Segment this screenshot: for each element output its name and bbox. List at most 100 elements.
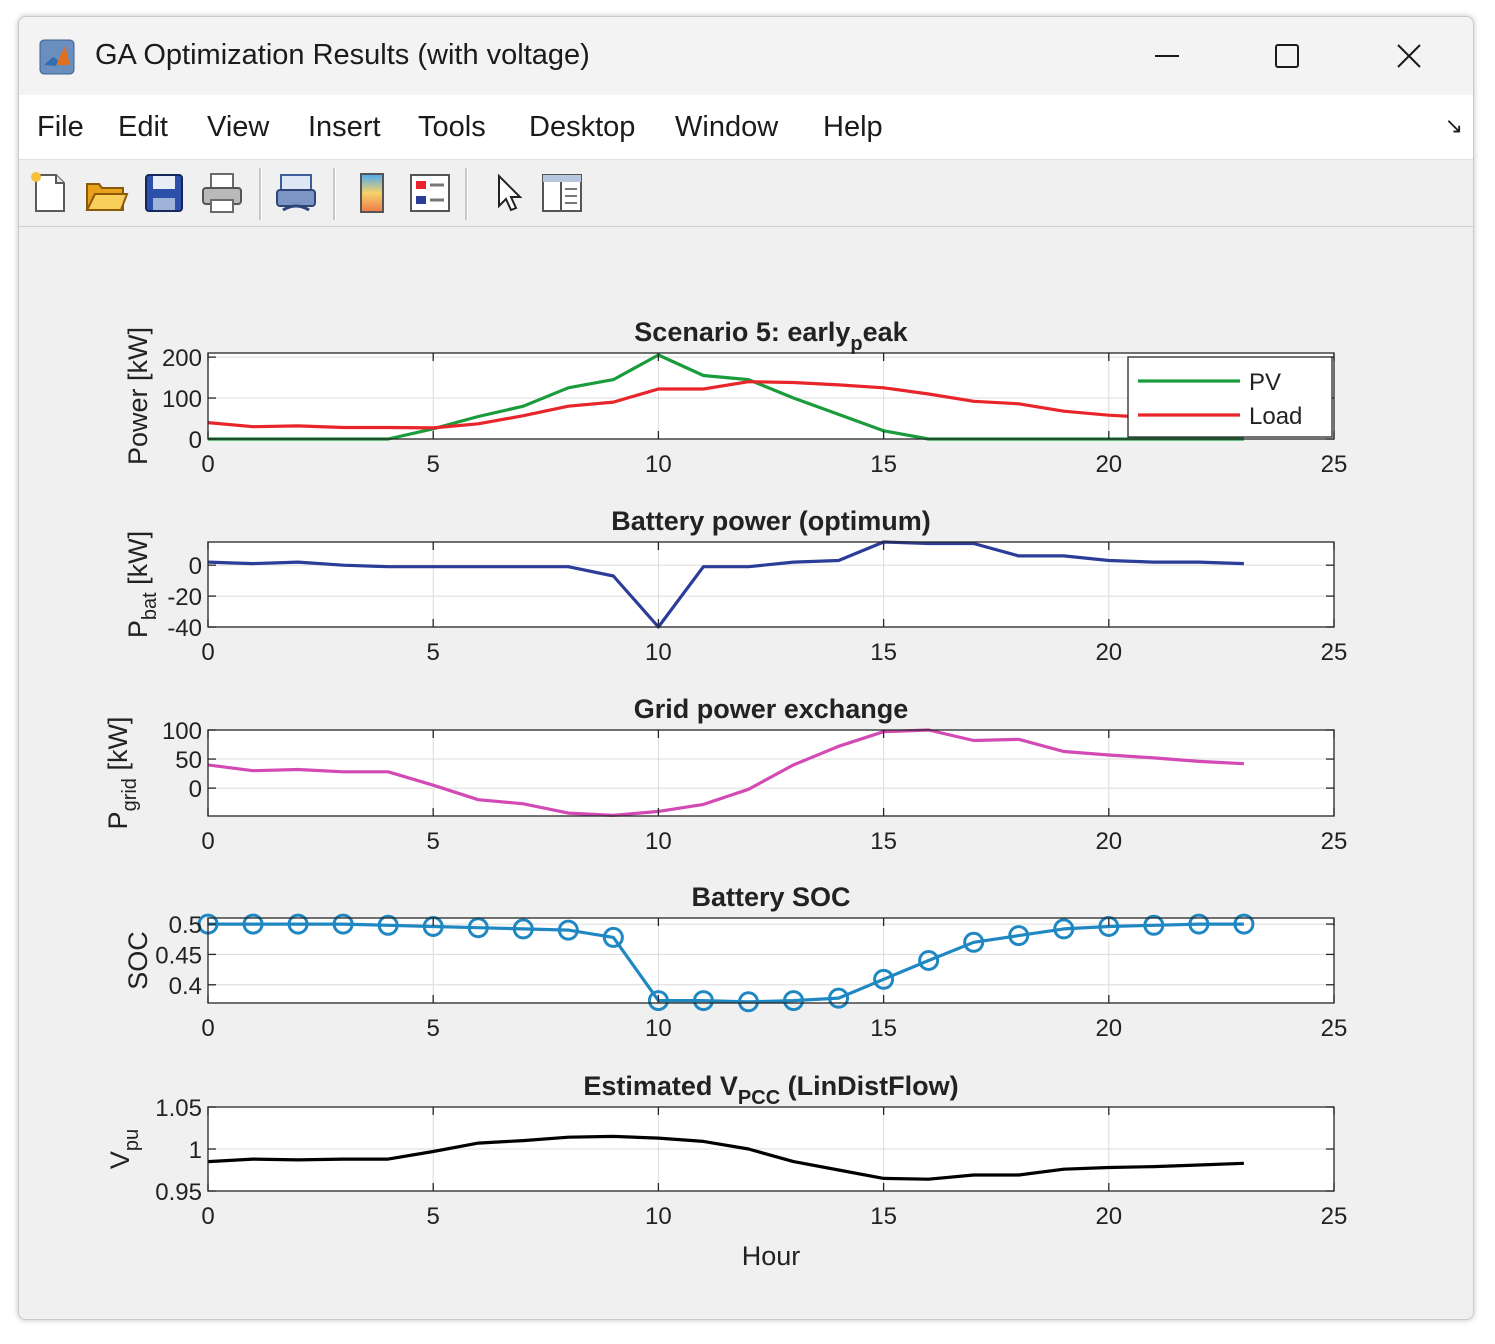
property-inspector-icon[interactable] [539,170,585,216]
close-icon [1397,44,1421,68]
x-tick-label: 20 [1095,1015,1122,1042]
y-axis-label: SOC [123,931,153,990]
data-point-marker [783,990,805,1012]
link-plot-icon[interactable] [273,170,319,216]
menu-tools[interactable]: Tools [418,111,486,143]
x-tick-label: 15 [870,1015,897,1042]
data-point-marker [1053,918,1075,940]
axes-background[interactable] [208,542,1334,627]
new-figure-icon[interactable] [27,170,73,216]
open-file-icon[interactable] [83,170,129,216]
y-tick-label: 0.4 [169,973,202,1000]
chart-title: Grid power exchange [634,694,909,724]
subscript-text: p [850,333,862,355]
menu-insert[interactable]: Insert [308,111,381,143]
menu-desktop[interactable]: Desktop [529,111,636,143]
legend-label-load: Load [1249,403,1302,430]
x-tick-label: 20 [1095,639,1122,666]
label-text: [kW] [123,531,153,593]
data-point-marker [377,914,399,936]
x-tick-label: 20 [1095,1203,1122,1230]
y-tick-label: 0 [189,427,202,454]
x-tick-label: 5 [427,639,440,666]
x-tick-label: 15 [870,639,897,666]
y-axis-label: Pgrid [kW] [103,717,141,830]
x-tick-label: 10 [645,1203,672,1230]
figure-canvas[interactable]: 0 5 10 15 20 25 0 100 200 Scenario 5: earlypeak Po… [19,227,1473,1319]
legend-icon[interactable] [407,170,453,216]
x-tick-label: 15 [870,1203,897,1230]
chart-legend[interactable] [1127,356,1333,438]
y-tick-label: 1.05 [155,1095,202,1122]
chart-title: Estimated VPCC (LinDistFlow) [583,1071,958,1109]
data-point-marker [828,987,850,1009]
subscript-text: grid [119,778,141,811]
chart-title: Battery SOC [691,882,850,912]
x-tick-label: 5 [427,1203,440,1230]
legend-label-pv: PV [1249,369,1281,396]
x-tick-label: 25 [1321,451,1348,478]
x-tick-label: 10 [645,828,672,855]
toolbar-separator [333,168,336,220]
menu-window[interactable]: Window [675,111,779,143]
data-point-marker [1233,913,1255,935]
y-tick-label: 200 [162,345,202,372]
label-text: Scenario 5: early [634,317,850,347]
x-tick-label: 10 [645,451,672,478]
colorbar-icon[interactable] [349,170,395,216]
x-tick-label: 25 [1321,639,1348,666]
y-tick-label: 50 [175,747,202,774]
toolbar-separator [259,168,262,220]
label-text: Estimated V [583,1071,738,1101]
y-tick-label: -40 [167,615,202,642]
x-tick-label: 10 [645,639,672,666]
menu-view[interactable]: View [207,111,270,143]
label-text: P [103,811,133,829]
menu-help[interactable]: Help [823,111,883,143]
menu-edit[interactable]: Edit [118,111,168,143]
y-tick-label: 0.5 [169,912,202,939]
save-icon[interactable] [141,170,187,216]
label-text: [kW] [103,717,133,779]
chart-title: Scenario 5: earlypeak [634,317,908,355]
x-tick-label: 0 [201,451,214,478]
y-axis-label: Vpu [105,1129,143,1169]
x-tick-label: 20 [1095,451,1122,478]
print-icon[interactable] [199,170,245,216]
label-text: SOC [123,931,153,990]
title-bar[interactable]: GA Optimization Results (with voltage) [19,17,1473,95]
maximize-icon [1275,44,1299,68]
axes-box [207,352,1335,440]
figure-window: GA Optimization Results (with voltage) F… [18,16,1474,1320]
minimize-button[interactable] [1107,17,1227,95]
label-text: (LinDistFlow) [780,1071,958,1101]
subscript-text: bat [139,592,161,620]
data-point-marker [332,913,354,935]
x-tick-label: 0 [201,1203,214,1230]
label-text: Battery SOC [691,882,850,912]
dock-arrow-icon[interactable]: ↘ [1444,113,1463,138]
data-point-marker [512,918,534,940]
close-button[interactable] [1349,17,1469,95]
data-point-marker [647,990,669,1012]
data-point-marker [1008,925,1030,947]
axes-background[interactable] [208,918,1334,1003]
y-tick-label: 0 [189,553,202,580]
x-tick-label: 10 [645,1015,672,1042]
data-point-marker [602,926,624,948]
x-tick-label: 25 [1321,828,1348,855]
y-axis-label: Pbat [kW] [123,531,161,638]
y-tick-label: 100 [162,386,202,413]
menu-file[interactable]: File [37,111,84,143]
pointer-icon[interactable] [485,170,531,216]
x-tick-label: 15 [870,828,897,855]
label-text: eak [863,317,909,347]
data-point-marker [1143,914,1165,936]
data-point-marker [918,950,940,971]
maximize-button[interactable] [1227,17,1347,95]
figure-toolbar [19,160,1473,227]
y-tick-label: 0 [189,776,202,803]
data-point-marker [963,931,985,953]
axes-box [207,729,1335,817]
